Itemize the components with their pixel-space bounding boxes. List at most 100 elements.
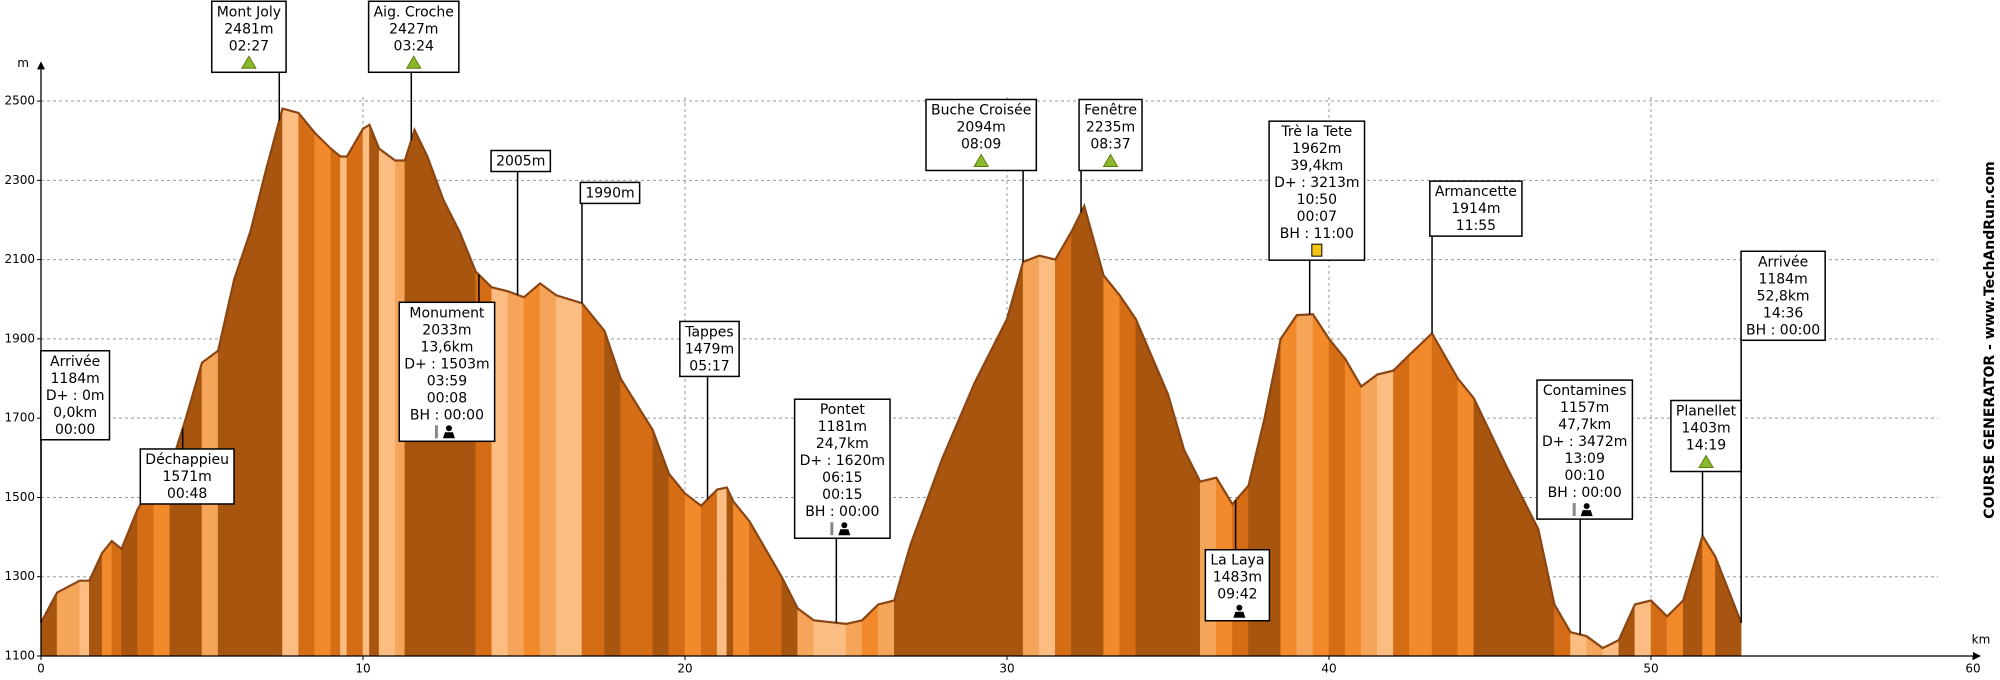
waypoint-text: Aig. Croche (374, 4, 454, 20)
waypoint-text: 00:08 (427, 390, 467, 406)
aid-icon-body (442, 432, 455, 439)
waypoint-box (139, 448, 235, 505)
profile-segment (1409, 332, 1433, 657)
profile-segment (1360, 374, 1378, 657)
profile-segment (330, 148, 341, 657)
waypoint-text: 39,4km (1290, 158, 1343, 174)
waypoint-text: BH : 11:00 (1280, 226, 1354, 242)
waypoint-text: D+ : 0m (46, 388, 105, 404)
waypoint-text: Pontet (820, 402, 865, 418)
profile-line (40, 107, 1743, 650)
waypoint-text: 2094m (957, 119, 1006, 135)
waypoint-text: 47,7km (1558, 417, 1611, 433)
y-tick-label: 2100 (4, 252, 35, 266)
profile-segment (79, 580, 90, 657)
profile-segment (1280, 314, 1298, 657)
profile-segment (813, 620, 847, 657)
waypoint-text: Mont Joly (217, 4, 281, 20)
waypoint-text: 13:09 (1565, 451, 1605, 467)
waypoint-box (1268, 120, 1366, 261)
profile-segment (539, 282, 557, 657)
profile-segment (314, 132, 332, 657)
profile-segment (1084, 206, 1104, 657)
waypoint-text: 1184m (1758, 271, 1807, 287)
profile-segment (733, 500, 750, 657)
waypoint-text: Planellet (1676, 404, 1737, 420)
x-tick-label: 40 (1321, 662, 1336, 676)
profile-segment (684, 492, 702, 657)
y-tick-label: 1500 (4, 490, 35, 504)
profile-segment (1634, 600, 1652, 657)
waypoint-box (398, 301, 496, 443)
waypoint-text: 11:55 (1456, 218, 1496, 234)
aid-icon-body (838, 529, 851, 536)
waypoint-text: 2427m (389, 21, 438, 37)
profile-segment (716, 487, 728, 657)
profile-segment (1055, 230, 1072, 657)
profile-segment (1457, 377, 1475, 657)
waypoint-box (579, 181, 641, 205)
waypoint-text: D+ : 1503m (404, 356, 489, 372)
food-icon (830, 522, 834, 536)
y-axis-arrow (37, 61, 45, 70)
waypoint-text: 2481m (224, 21, 273, 37)
waypoint-text: 1990m (585, 185, 634, 201)
waypoint-text: 14:19 (1686, 438, 1726, 454)
profile-segment (1038, 255, 1056, 657)
waypoint-box (40, 350, 111, 441)
aid-icon-body (1580, 510, 1593, 517)
waypoint-text: 1181m (818, 419, 867, 435)
waypoint-text: Armancette (1435, 184, 1517, 200)
profile-segment (459, 231, 476, 657)
waypoint-text: 13,6km (420, 339, 473, 355)
profile-segment (1103, 274, 1120, 657)
waypoint-text: Monument (409, 305, 485, 321)
x-axis-arrow (1973, 652, 1981, 660)
waypoint-text: 1962m (1292, 141, 1341, 157)
waypoint-box (1670, 399, 1742, 473)
waypoint-text: 00:00 (55, 422, 95, 438)
profile-segment (668, 472, 686, 657)
waypoint-box (1429, 180, 1523, 237)
profile-segment (1328, 338, 1346, 657)
waypoint-text: D+ : 3472m (1542, 434, 1627, 450)
waypoint: 2005m (490, 149, 552, 295)
waypoint-text: 10:50 (1297, 192, 1337, 208)
aid-icon-head (1583, 503, 1590, 510)
profile-segment (1377, 370, 1394, 657)
food-icon (1572, 503, 1576, 517)
profile-segment (845, 620, 863, 657)
waypoint-text: Trè la Tete (1280, 124, 1352, 140)
profile-segment (1071, 205, 1085, 657)
profile-segment (369, 124, 380, 657)
waypoint-text: La Laya (1210, 553, 1264, 569)
waypoint-text: D+ : 3213m (1274, 175, 1359, 191)
waypoint-text: Arrivée (1758, 254, 1808, 270)
profile-segment (523, 282, 541, 657)
waypoint-text: 1483m (1213, 570, 1262, 586)
x-tick-label: 30 (999, 662, 1014, 676)
aid-icon-body (1233, 611, 1246, 618)
waypoint-text: Fenêtre (1084, 102, 1137, 118)
waypoint-text: Arrivée (50, 354, 100, 370)
waypoint-text: 00:48 (167, 486, 207, 502)
waypoint-text: 03:59 (427, 373, 467, 389)
y-tick-label: 1300 (4, 569, 35, 583)
waypoint-text: BH : 00:00 (410, 407, 484, 423)
waypoint-text: Déchappieu (145, 452, 229, 468)
waypoint: 1990m (579, 181, 641, 304)
waypoint-text: 1914m (1451, 201, 1500, 217)
waypoint-text: 1571m (163, 469, 212, 485)
profile-segment (250, 168, 267, 657)
waypoint-box (793, 398, 891, 539)
waypoint-text: 0,0km (53, 405, 97, 421)
waypoint-text: 2033m (422, 322, 471, 338)
